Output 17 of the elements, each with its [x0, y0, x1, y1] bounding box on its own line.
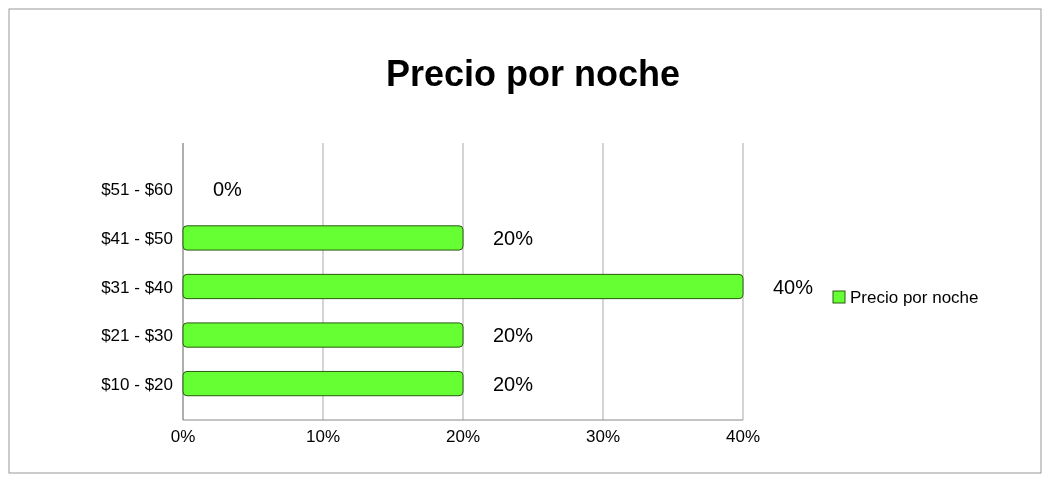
- y-tick-label: $21 - $30: [101, 326, 173, 346]
- x-tick-label: 0%: [170, 427, 196, 446]
- x-tick-label: 30%: [585, 427, 621, 446]
- data-label: 20%: [493, 324, 534, 347]
- y-tick-label: $31 - $40: [101, 277, 173, 297]
- x-tick-label: 40%: [725, 427, 761, 446]
- chart-title: Precio por noche: [385, 53, 681, 94]
- data-label: 0%: [213, 178, 243, 201]
- y-tick-label: $51 - $60: [101, 180, 173, 200]
- data-label: 20%: [493, 372, 534, 395]
- y-tick-label: $10 - $20: [101, 374, 173, 394]
- legend-label: Precio por noche: [850, 288, 979, 307]
- x-tick-label: 20%: [445, 427, 481, 446]
- data-label: 20%: [493, 226, 534, 249]
- x-tick-label: 10%: [305, 427, 341, 446]
- y-tick-label: $41 - $50: [101, 228, 173, 248]
- data-label: 40%: [773, 275, 814, 298]
